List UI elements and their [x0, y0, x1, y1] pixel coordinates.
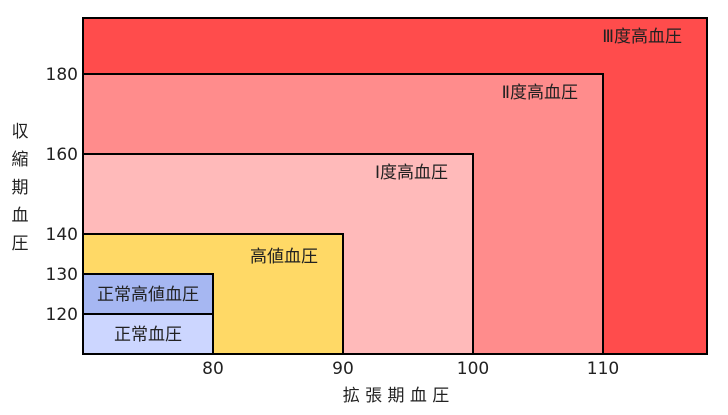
zone-label-2: Ⅱ度高血圧 [502, 83, 578, 103]
y-tick-label-3: 160 [46, 145, 78, 165]
y-axis-title-char: 縮 [12, 150, 29, 170]
zone-label-1: Ⅲ度高血圧 [602, 27, 682, 47]
y-tick-label-4: 180 [46, 65, 78, 85]
x-tick-label-3: 110 [587, 359, 619, 379]
y-tick-label-1: 130 [46, 265, 78, 285]
zone-label-3: Ⅰ度高血圧 [375, 163, 448, 183]
zone-6 [82, 313, 214, 355]
y-axis-title-char: 血 [12, 206, 29, 226]
tick-layer: 80 90 100 110 120 130 140 160 180 [46, 65, 620, 379]
y-axis-title-char: 期 [12, 178, 29, 198]
zone-label-6: 正常血圧 [114, 325, 182, 345]
y-tick-label-0: 120 [46, 305, 78, 325]
x-tick-label-0: 80 [202, 359, 224, 379]
zone-label-5: 正常高値血圧 [97, 285, 199, 305]
x-tick-label-2: 100 [457, 359, 489, 379]
x-axis-title: 拡 張 期 血 圧 [343, 386, 450, 406]
y-tick-label-2: 140 [46, 225, 78, 245]
zone-layer [82, 17, 708, 355]
y-axis-title-char: 収 [12, 122, 29, 142]
zone-label-4: 高値血圧 [250, 247, 318, 267]
y-axis-title-char: 圧 [12, 234, 29, 254]
x-tick-label-1: 90 [332, 359, 354, 379]
